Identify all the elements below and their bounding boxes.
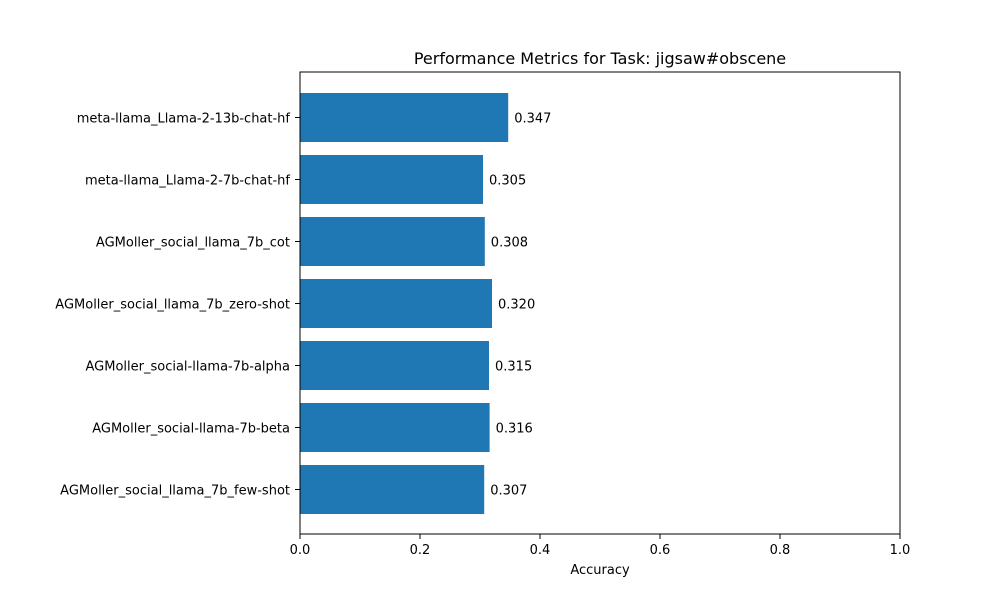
value-label: 0.307 xyxy=(490,484,527,499)
x-tick-label: 0.8 xyxy=(770,543,791,558)
y-tick-label: AGMoller_social_llama_7b_few-shot xyxy=(60,484,290,499)
y-tick-label: meta-llama_Llama-2-7b-chat-hf xyxy=(85,174,290,189)
y-tick-label: AGMoller_social-llama-7b-alpha xyxy=(86,360,291,375)
y-tick-label: meta-llama_Llama-2-13b-chat-hf xyxy=(77,112,291,127)
value-label: 0.320 xyxy=(498,298,535,313)
chart-title: Performance Metrics for Task: jigsaw#obs… xyxy=(414,49,786,68)
bar xyxy=(300,465,485,514)
bar xyxy=(300,155,483,204)
value-label: 0.347 xyxy=(514,112,551,127)
y-tick-label: AGMoller_social-llama-7b-beta xyxy=(92,422,290,437)
y-tick-label: AGMoller_social_llama_7b_zero-shot xyxy=(55,298,290,313)
x-tick-label: 0.0 xyxy=(290,543,311,558)
value-labels-group: 0.347 0.305 0.308 0.320 0.315 0.316 0.307 xyxy=(489,112,551,499)
bar xyxy=(300,279,492,328)
bar xyxy=(300,341,489,390)
x-tick-label: 0.4 xyxy=(530,543,551,558)
x-axis-label: Accuracy xyxy=(570,563,630,578)
value-label: 0.308 xyxy=(491,236,528,251)
category-labels-group: meta-llama_Llama-2-13b-chat-hf meta-llama… xyxy=(55,112,300,499)
bar xyxy=(300,217,485,266)
x-ticks-group: 0.0 0.2 0.4 0.6 0.8 1.0 xyxy=(290,534,911,558)
bars-group xyxy=(300,93,509,514)
bar xyxy=(300,93,509,142)
plot-frame xyxy=(299,71,901,535)
x-tick-label: 0.2 xyxy=(410,543,431,558)
value-label: 0.305 xyxy=(489,174,526,189)
x-tick-label: 1.0 xyxy=(890,543,911,558)
x-tick-label: 0.6 xyxy=(650,543,671,558)
bar xyxy=(300,403,490,452)
value-label: 0.315 xyxy=(495,360,532,375)
value-label: 0.316 xyxy=(496,422,533,437)
y-tick-label: AGMoller_social_llama_7b_cot xyxy=(96,236,290,251)
